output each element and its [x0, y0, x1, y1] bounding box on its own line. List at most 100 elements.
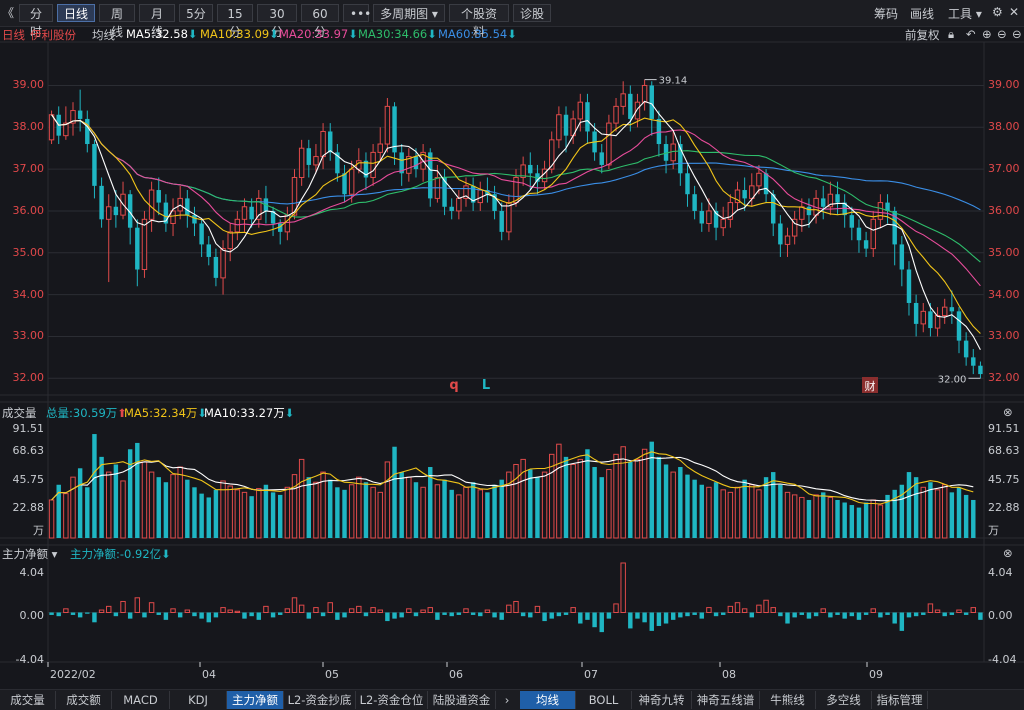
chips-button[interactable]: 筹码: [874, 7, 899, 21]
period-tab[interactable]: 诊股: [513, 4, 551, 22]
volume-bar: [99, 456, 104, 538]
candle-body: [485, 190, 490, 195]
period-tab[interactable]: 15分: [217, 4, 253, 39]
volume-bar: [934, 489, 941, 539]
volume-bar: [213, 489, 219, 538]
period-tab[interactable]: •••: [343, 4, 371, 22]
period-label: 日线: [2, 28, 25, 42]
volume-title[interactable]: 成交量: [2, 406, 37, 420]
flow-bar: [835, 612, 840, 615]
volume-bar: [585, 449, 590, 538]
flow-close-icon[interactable]: ⊗: [1003, 546, 1013, 560]
candle-body: [241, 206, 248, 220]
overlay-tab[interactable]: 神奇五线谱: [692, 691, 760, 709]
flow-bar: [298, 604, 305, 613]
lock-icon[interactable]: 🔒︎: [948, 27, 955, 41]
candle-body: [141, 218, 148, 271]
volume-bar: [606, 469, 612, 539]
flow-bar: [606, 612, 612, 619]
flow-title[interactable]: 主力净额 ▾: [2, 547, 58, 561]
flow-bar: [534, 605, 541, 614]
zoom-out-icon[interactable]: ⊖: [997, 27, 1007, 41]
ma-label[interactable]: 均线: [92, 28, 115, 42]
volume-bar: [291, 474, 298, 539]
ma30-line: [51, 114, 981, 263]
undo-icon[interactable]: ↶: [966, 27, 976, 41]
candle-body: [641, 84, 648, 103]
overlay-tab[interactable]: 指标管理: [872, 691, 928, 709]
period-tab[interactable]: 30分: [257, 4, 297, 39]
overlay-tab[interactable]: BOLL: [576, 691, 632, 709]
adjust-label[interactable]: 前复权: [905, 28, 940, 42]
indicator-tab[interactable]: 成交量: [0, 691, 56, 709]
candle-body: [856, 227, 862, 241]
flow-bar: [306, 612, 312, 619]
candle-body: [220, 248, 226, 279]
tools-menu[interactable]: 工具 ▾: [948, 7, 982, 21]
stock-name[interactable]: 伊利股份: [30, 28, 76, 42]
flow-bar: [706, 607, 712, 613]
volume-bar: [328, 479, 333, 538]
period-tab[interactable]: 60分: [301, 4, 339, 39]
period-tab[interactable]: 分时: [19, 4, 53, 39]
overlay-tab[interactable]: 均线: [520, 691, 576, 709]
volume-close-icon[interactable]: ⊗: [1003, 405, 1013, 419]
flow-bar: [978, 612, 983, 620]
indicator-tab[interactable]: 成交额: [56, 691, 112, 709]
period-tab[interactable]: 日线: [57, 4, 95, 22]
overlay-tab[interactable]: 多空线: [816, 691, 872, 709]
volume-bar: [277, 494, 283, 538]
candle-body: [363, 160, 369, 178]
candle-body: [892, 210, 897, 245]
candle-body: [442, 177, 447, 207]
flow-tick-right: 0.00: [988, 609, 1013, 622]
volume-bar: [956, 487, 962, 538]
flow-bar: [442, 612, 447, 615]
overlay-tab[interactable]: 神奇九转: [632, 691, 692, 709]
period-tab[interactable]: 5分: [179, 4, 213, 22]
candle-body: [213, 256, 219, 278]
indicator-tab[interactable]: KDJ: [170, 691, 227, 709]
candle-body: [784, 235, 791, 245]
price-tick-left: 39.00: [12, 78, 45, 92]
volume-bar: [384, 461, 391, 539]
period-tab[interactable]: 周线: [99, 4, 135, 39]
back-icon[interactable]: 《: [2, 6, 15, 20]
candle-body: [592, 131, 597, 153]
volume-bar: [971, 499, 976, 538]
volume-bar: [620, 446, 626, 539]
period-tab[interactable]: 多周期图 ▾: [373, 4, 445, 22]
tab-scroll-right-icon[interactable]: ›: [504, 693, 510, 707]
volume-bar: [335, 487, 340, 538]
candle-body: [685, 173, 690, 195]
flow-bar: [806, 612, 812, 619]
flow-bar: [963, 612, 969, 615]
period-tab[interactable]: 月线: [139, 4, 175, 39]
volume-bar: [799, 496, 805, 539]
candle-body: [70, 110, 76, 124]
draw-button[interactable]: 画线: [910, 7, 935, 21]
volume-bar: [963, 494, 969, 538]
volume-bar: [406, 476, 412, 539]
candle-body: [928, 311, 933, 329]
close-icon[interactable]: ✕: [1009, 5, 1020, 19]
flow-bar: [420, 609, 426, 613]
volume-bar: [842, 502, 847, 538]
indicator-tab[interactable]: MACD: [112, 691, 170, 709]
overlay-tab[interactable]: 牛熊线: [760, 691, 816, 709]
settings-icon[interactable]: ⚙: [992, 5, 1003, 19]
candle-body: [270, 210, 276, 224]
price-tick-right: 38.00: [988, 120, 1020, 134]
candle-body: [63, 122, 69, 137]
candle-body: [298, 147, 305, 178]
zoom-in-icon[interactable]: ⊕: [982, 27, 992, 41]
minimize-icon[interactable]: ⊖: [1012, 27, 1022, 41]
indicator-tab[interactable]: L2-资金仓位: [356, 691, 428, 709]
indicator-tab[interactable]: L2-资金抄底: [284, 691, 356, 709]
flow-bar: [163, 612, 169, 620]
flow-bar: [499, 612, 504, 620]
indicator-tab[interactable]: 主力净额: [227, 691, 284, 709]
period-tab[interactable]: 个股资料: [449, 4, 509, 39]
indicator-tab[interactable]: 陆股通资金: [428, 691, 496, 709]
flow-bar: [184, 609, 191, 613]
